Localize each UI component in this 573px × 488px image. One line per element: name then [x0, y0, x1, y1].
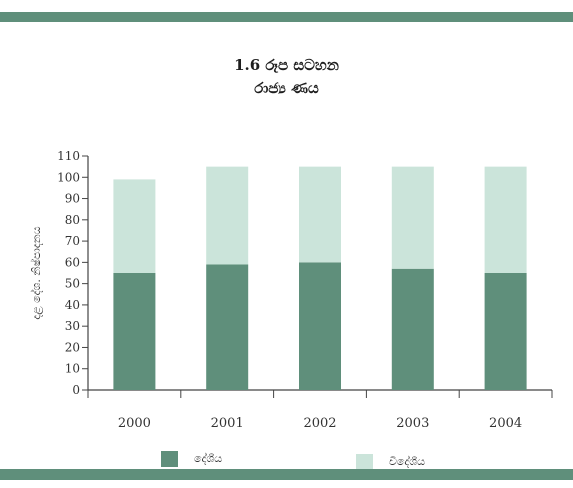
bar-domestic-2004: [484, 273, 527, 390]
legend-swatch-foreign: [356, 454, 373, 470]
bottom-rule: [0, 469, 573, 480]
bar-foreign-2002: [299, 166, 341, 263]
bar-foreign-2004: [484, 166, 527, 273]
y-tick-label-80: 80: [65, 213, 80, 227]
y-tick-label-100: 100: [57, 170, 80, 184]
chart-title: 1.6 රූප සටහන: [234, 56, 339, 74]
y-tick-label-110: 110: [57, 149, 80, 163]
y-tick-label-20: 20: [65, 340, 80, 354]
x-tick-label-2003: 2003: [396, 416, 429, 431]
y-axis-title: දළ දේශ. නිෂ්පාදනය: [29, 226, 44, 319]
legend-swatch-domestic: [161, 451, 178, 467]
bar-domestic-2002: [299, 262, 341, 390]
y-tick-label-40: 40: [65, 298, 80, 312]
y-tick-label-60: 60: [65, 255, 80, 269]
y-tick-label-90: 90: [65, 192, 80, 206]
y-tick-label-30: 30: [65, 319, 80, 333]
x-tick-label-2001: 2001: [211, 416, 244, 431]
legend-label-foreign: විදේශීය: [389, 455, 426, 468]
bar-foreign-2003: [391, 166, 434, 269]
bar-domestic-2001: [206, 264, 249, 390]
x-tick-label-2000: 2000: [118, 416, 151, 431]
y-tick-label-70: 70: [65, 234, 80, 248]
top-rule: [0, 12, 573, 22]
bar-foreign-2001: [206, 166, 249, 265]
bar-domestic-2003: [391, 268, 434, 390]
y-tick-label-0: 0: [72, 383, 80, 397]
chart-subtitle: රාජ්‍ය ණය: [254, 79, 319, 97]
legend-label-domestic: දේශීය: [194, 452, 223, 465]
bar-foreign-2000: [113, 179, 156, 273]
x-tick-label-2004: 2004: [489, 416, 522, 431]
y-tick-label-50: 50: [65, 277, 80, 291]
y-tick-label-10: 10: [65, 362, 80, 376]
x-tick-label-2002: 2002: [303, 416, 336, 431]
bar-domestic-2000: [113, 273, 156, 390]
